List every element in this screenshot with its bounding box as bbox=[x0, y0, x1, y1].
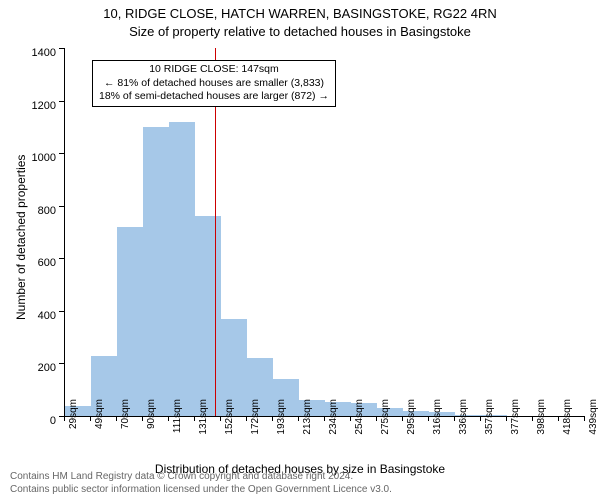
x-tick-label: 316sqm bbox=[432, 399, 443, 449]
x-tick-label: 70sqm bbox=[120, 399, 131, 449]
x-tick-label: 213sqm bbox=[302, 399, 313, 449]
x-tick-label: 439sqm bbox=[588, 399, 599, 449]
attribution-line2: Contains public sector information licen… bbox=[10, 484, 392, 495]
annotation-line3: 18% of semi-detached houses are larger (… bbox=[99, 90, 329, 104]
x-tick-label: 398sqm bbox=[536, 399, 547, 449]
y-tick-label: 1200 bbox=[16, 100, 56, 112]
annotation-line2: ← 81% of detached houses are smaller (3,… bbox=[99, 77, 329, 91]
x-tick-label: 295sqm bbox=[406, 399, 417, 449]
chart-title-address: 10, RIDGE CLOSE, HATCH WARREN, BASINGSTO… bbox=[0, 6, 600, 21]
histogram-bar bbox=[143, 127, 169, 416]
chart-subtitle: Size of property relative to detached ho… bbox=[0, 24, 600, 39]
y-tick-label: 600 bbox=[16, 257, 56, 269]
x-tick-label: 357sqm bbox=[484, 399, 495, 449]
x-tick-label: 234sqm bbox=[328, 399, 339, 449]
x-tick-label: 336sqm bbox=[458, 399, 469, 449]
y-tick-label: 800 bbox=[16, 205, 56, 217]
chart-container: { "title_line1": "10, RIDGE CLOSE, HATCH… bbox=[0, 0, 600, 500]
x-tick-label: 29sqm bbox=[68, 399, 79, 449]
x-tick-label: 111sqm bbox=[172, 399, 183, 449]
y-axis-label: Number of detached properties bbox=[14, 155, 28, 320]
y-tick-label: 0 bbox=[16, 415, 56, 427]
x-tick-label: 49sqm bbox=[94, 399, 105, 449]
attribution-line1: Contains HM Land Registry data © Crown c… bbox=[10, 471, 353, 482]
attribution-text: Contains HM Land Registry data © Crown c… bbox=[10, 471, 392, 496]
x-tick-label: 90sqm bbox=[146, 399, 157, 449]
x-tick-label: 152sqm bbox=[224, 399, 235, 449]
x-tick-label: 131sqm bbox=[198, 399, 209, 449]
y-tick-label: 1000 bbox=[16, 152, 56, 164]
x-tick-label: 275sqm bbox=[380, 399, 391, 449]
x-tick-label: 172sqm bbox=[250, 399, 261, 449]
histogram-bar bbox=[117, 227, 143, 416]
x-tick-label: 418sqm bbox=[562, 399, 573, 449]
histogram-bar bbox=[195, 216, 221, 416]
y-tick-label: 1400 bbox=[16, 47, 56, 59]
histogram-bar bbox=[169, 122, 195, 416]
annotation-line1: 10 RIDGE CLOSE: 147sqm bbox=[99, 63, 329, 77]
x-tick-label: 377sqm bbox=[510, 399, 521, 449]
y-tick-label: 200 bbox=[16, 362, 56, 374]
x-tick-label: 193sqm bbox=[276, 399, 287, 449]
y-tick-label: 400 bbox=[16, 310, 56, 322]
x-tick-label: 254sqm bbox=[354, 399, 365, 449]
annotation-box: 10 RIDGE CLOSE: 147sqm← 81% of detached … bbox=[92, 60, 336, 107]
